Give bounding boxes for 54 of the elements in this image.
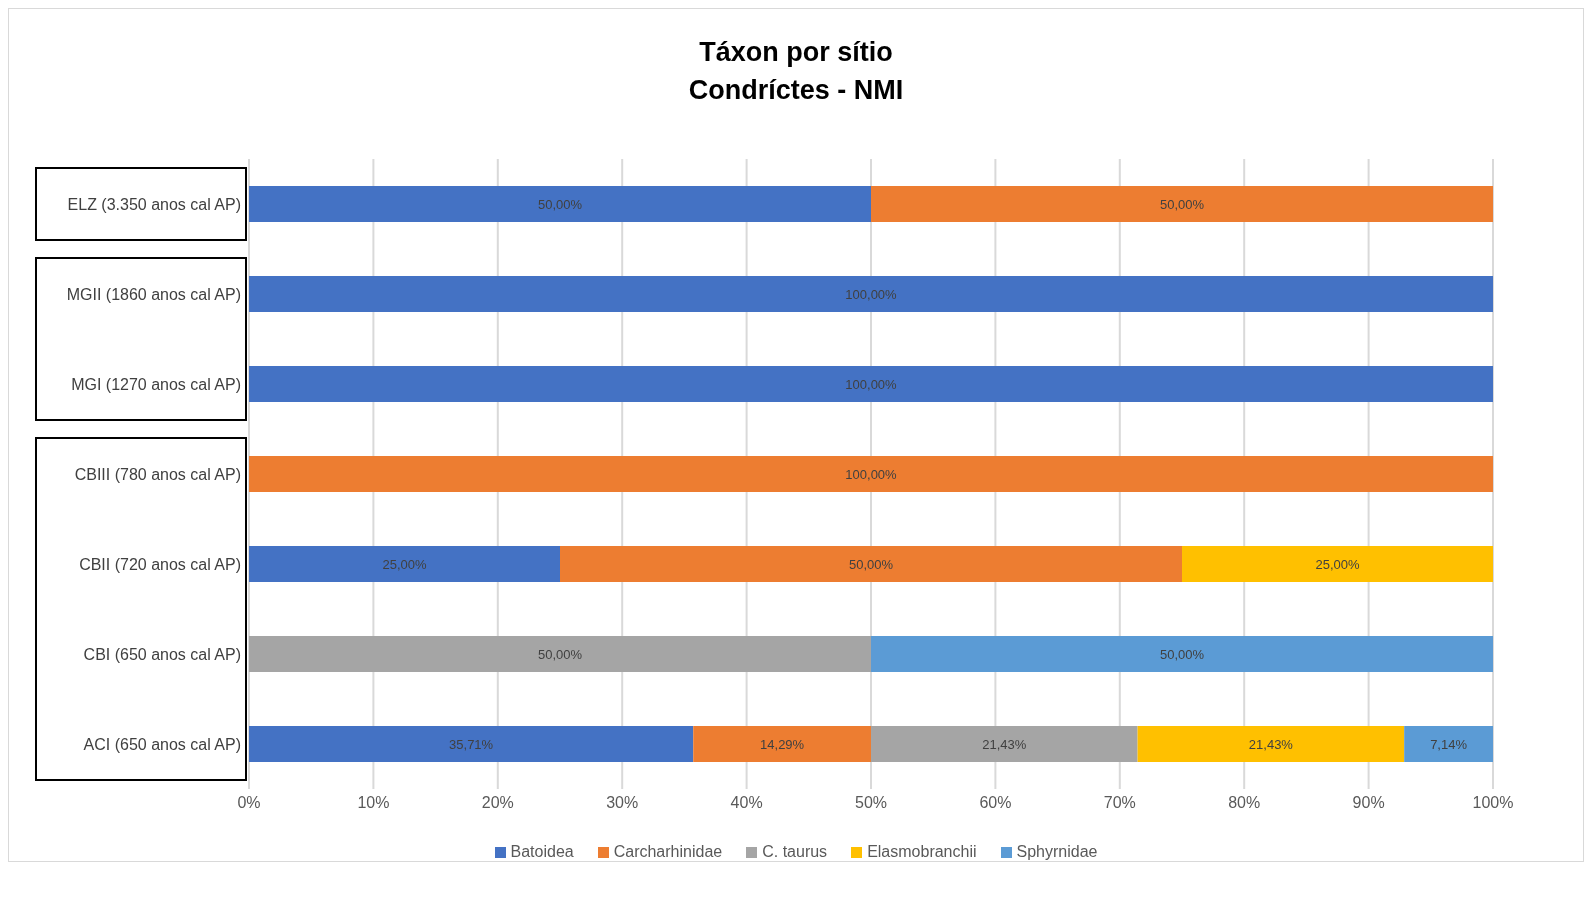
data-label: 7,14%: [1430, 736, 1468, 752]
y-tick-label: MGI (1270 anos cal AP): [71, 375, 241, 393]
legend-label: Carcharhinidae: [612, 843, 723, 861]
bar: [249, 366, 1493, 402]
x-tick-label: 90%: [1352, 794, 1385, 812]
bar: [1137, 726, 1405, 762]
y-tick-label: CBI (650 anos cal AP): [83, 645, 241, 663]
x-tick-label: 60%: [979, 794, 1012, 812]
legend-label: C. taurus: [761, 843, 828, 861]
bar: [1404, 726, 1493, 762]
legend-label: Sphyrnidae: [1015, 843, 1098, 861]
data-label: 50,00%: [1159, 196, 1205, 212]
y-tick-label: ACI (650 anos cal AP): [83, 735, 241, 753]
data-label: 50,00%: [537, 196, 583, 212]
x-tick-label: 40%: [730, 794, 763, 812]
x-tick-label: 10%: [357, 794, 390, 812]
bar: [249, 726, 694, 762]
bar: [249, 456, 1493, 492]
bar: [249, 546, 560, 582]
bar: [871, 636, 1493, 672]
data-label: 100,00%: [845, 286, 898, 302]
x-tick-label: 30%: [606, 794, 639, 812]
x-tick-label: 80%: [1228, 794, 1261, 812]
y-tick-label: MGII (1860 anos cal AP): [66, 285, 241, 303]
data-label: 25,00%: [382, 556, 427, 572]
data-label: 21,43%: [982, 736, 1027, 752]
bar: [871, 726, 1138, 762]
y-tick-label: CBIII (780 anos cal AP): [74, 465, 241, 483]
x-tick-label: 100%: [1472, 794, 1514, 812]
bar: [249, 276, 1493, 312]
chart-title: Táxon por sítio Condríctes - NMI: [687, 36, 905, 107]
x-tick-label: 20%: [481, 794, 514, 812]
x-tick-label: 0%: [237, 794, 261, 812]
bar: [693, 726, 871, 762]
data-label: 35,71%: [449, 736, 494, 752]
x-tick-label: 70%: [1103, 794, 1136, 812]
legend-label: Elasmobranchii: [866, 843, 977, 861]
data-label: 21,43%: [1248, 736, 1294, 752]
bar: [249, 636, 871, 672]
y-tick-label: ELZ (3.350 anos cal AP): [67, 195, 241, 213]
data-label: 100,00%: [845, 466, 898, 482]
data-label: 50,00%: [1159, 646, 1205, 662]
bar: [1182, 546, 1493, 582]
data-label: 14,29%: [760, 736, 805, 752]
data-label: 100,00%: [845, 376, 898, 392]
data-label: 50,00%: [537, 646, 583, 662]
bar: [560, 546, 1182, 582]
legend-label: Batoidea: [509, 843, 574, 861]
data-label: 50,00%: [848, 556, 894, 572]
x-tick-label: 50%: [854, 794, 888, 812]
bar: [249, 186, 871, 222]
y-tick-label: CBII (720 anos cal AP): [79, 555, 241, 573]
bar: [871, 186, 1493, 222]
data-label: 25,00%: [1315, 556, 1360, 572]
